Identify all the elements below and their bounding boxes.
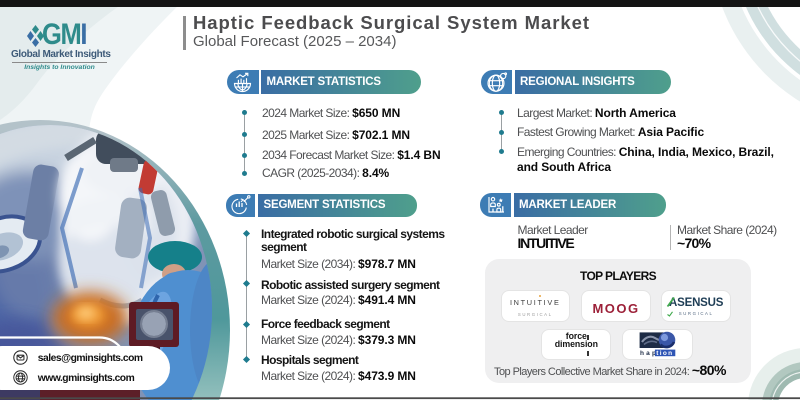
- svg-text:hap: hap: [640, 350, 658, 357]
- svg-text:tion: tion: [656, 350, 673, 357]
